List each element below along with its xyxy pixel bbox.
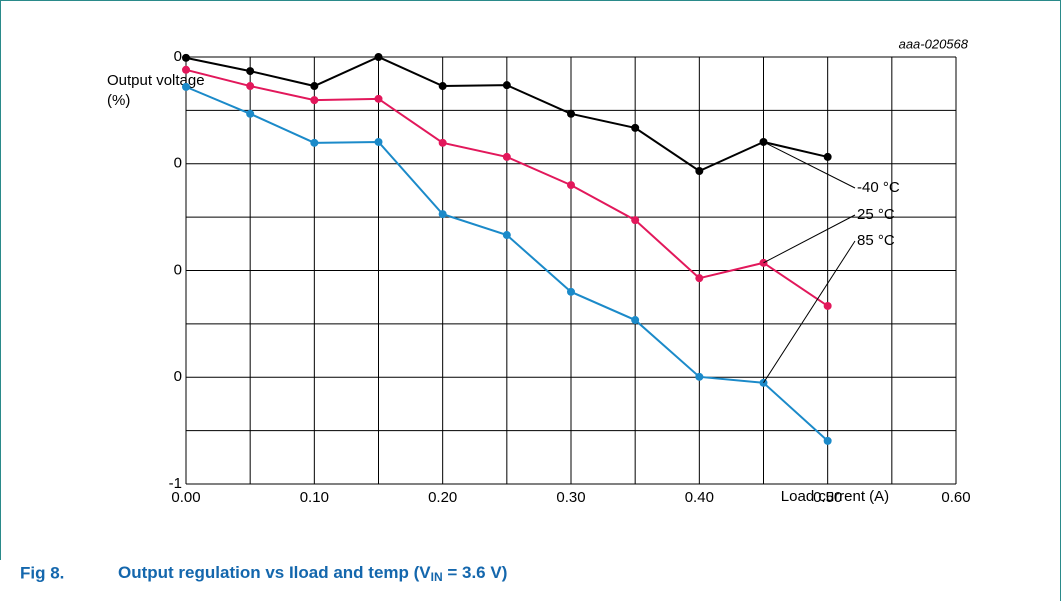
data-point [246, 82, 255, 91]
data-point [567, 287, 575, 296]
data-point [182, 65, 190, 74]
x-tick-label: 0.30 [556, 489, 585, 506]
caption-subscript: IN [431, 570, 443, 584]
data-point [631, 216, 640, 225]
x-axis-label: Load current (A) [781, 488, 889, 505]
data-point [182, 82, 190, 91]
x-tick-label: 0.20 [428, 489, 457, 506]
y-axis-label: (%) [107, 92, 130, 109]
data-point [567, 181, 575, 190]
leader-line [763, 240, 856, 384]
x-tick-label: 0.60 [941, 489, 970, 506]
caption: Output regulation vs Iload and temp (VIN… [118, 563, 507, 584]
data-point [182, 53, 190, 62]
data-point [823, 436, 832, 445]
y-tick-label: 0 [174, 48, 182, 65]
x-tick-label: 0.00 [171, 489, 200, 506]
data-point [374, 53, 383, 61]
y-tick-label: 0 [174, 155, 182, 172]
data-point [695, 274, 704, 283]
data-point [631, 123, 640, 132]
series-label: -40 °C [857, 179, 900, 196]
caption-number: Fig 8. [20, 563, 64, 582]
data-point [438, 138, 447, 147]
x-tick-label: 0.10 [300, 489, 329, 506]
data-point [823, 152, 832, 161]
y-tick-label: 0 [174, 368, 182, 385]
data-point [310, 96, 319, 105]
data-point [502, 231, 511, 240]
y-tick-label: -1 [169, 475, 182, 492]
x-tick-label: 0.40 [685, 489, 714, 506]
figure-id: aaa-020568 [899, 36, 969, 51]
leader-line [763, 141, 856, 189]
x-tick-label: 0.50 [813, 489, 842, 506]
data-point [823, 301, 832, 310]
series-label: 25 °C [857, 206, 895, 223]
data-point [438, 210, 447, 219]
data-point [374, 137, 383, 146]
data-point [695, 167, 704, 176]
data-point [438, 82, 447, 91]
y-tick-label: 0 [174, 261, 182, 278]
data-point [246, 109, 255, 118]
series-label: 85 °C [857, 232, 895, 249]
data-point [695, 372, 704, 381]
caption-text: Output regulation vs Iload and temp (V [118, 563, 431, 582]
data-point [374, 94, 383, 103]
caption-text: = 3.6 V) [443, 563, 508, 582]
data-point [502, 81, 511, 90]
data-point [310, 138, 319, 147]
data-point [246, 67, 255, 76]
data-point [631, 316, 640, 325]
data-point [567, 109, 575, 118]
data-point [502, 152, 511, 161]
leader-line [763, 214, 856, 264]
y-axis-label: Output voltage [107, 72, 205, 89]
data-point [310, 82, 319, 91]
